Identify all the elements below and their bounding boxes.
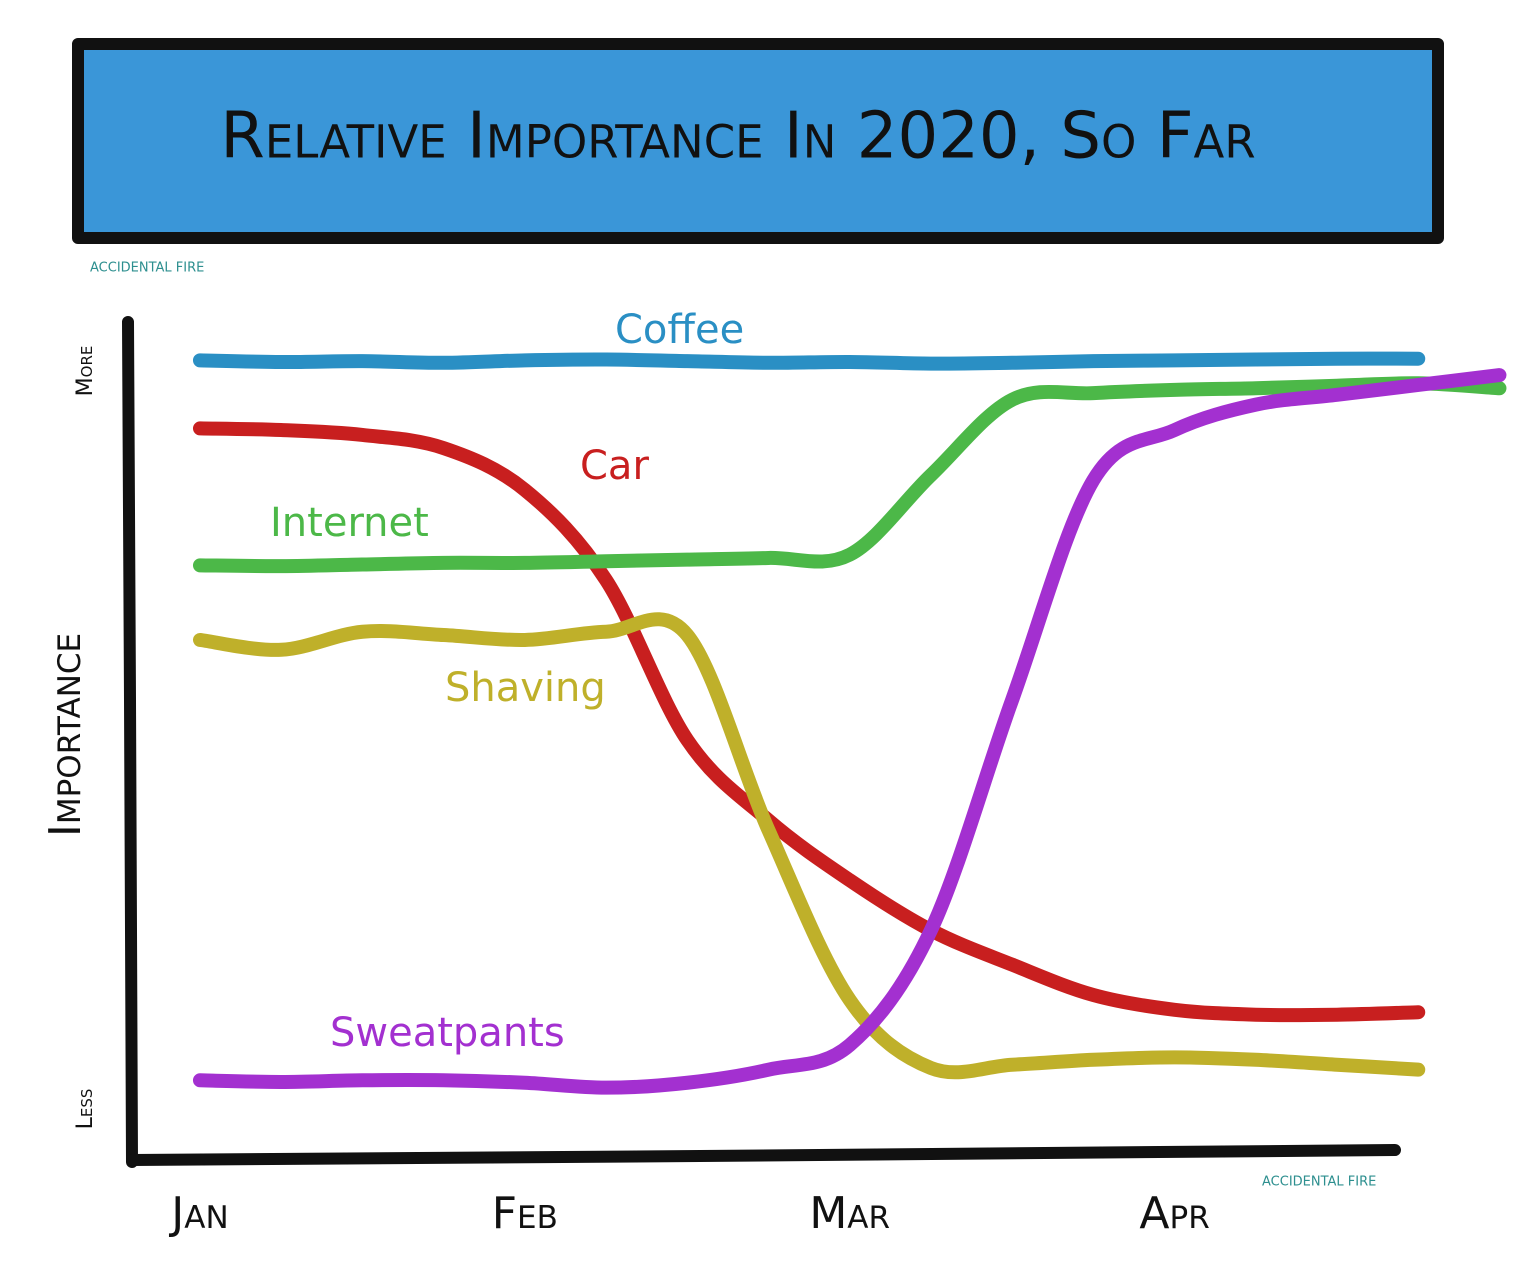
series-line (192, 351, 1426, 371)
series-line (192, 421, 1426, 1023)
credit: ACCIDENTAL FIRE (90, 261, 204, 276)
series-label: Car (580, 443, 649, 489)
x-tick-label: Jan (168, 1188, 228, 1239)
series-line (192, 376, 1507, 574)
y-tick-label: More (73, 346, 98, 397)
series-label: Shaving (445, 665, 606, 711)
x-axis (126, 1144, 1401, 1166)
x-tick-label: Apr (1139, 1188, 1209, 1239)
y-tick-label: Less (73, 1089, 98, 1130)
y-axis (122, 316, 138, 1168)
x-tick-label: Mar (809, 1188, 890, 1239)
series-line (192, 368, 1507, 1095)
series-label: Internet (270, 500, 429, 546)
title-box (72, 38, 1444, 244)
series-label: Sweatpants (330, 1010, 565, 1056)
x-tick-label: Feb (492, 1188, 558, 1239)
series-label: Coffee (615, 307, 744, 353)
series-line (192, 612, 1426, 1080)
y-axis-label: Importance (40, 633, 91, 837)
chart-title: Relative Importance In 2020, So Far (220, 100, 1255, 174)
credit: ACCIDENTAL FIRE (1262, 1175, 1376, 1190)
